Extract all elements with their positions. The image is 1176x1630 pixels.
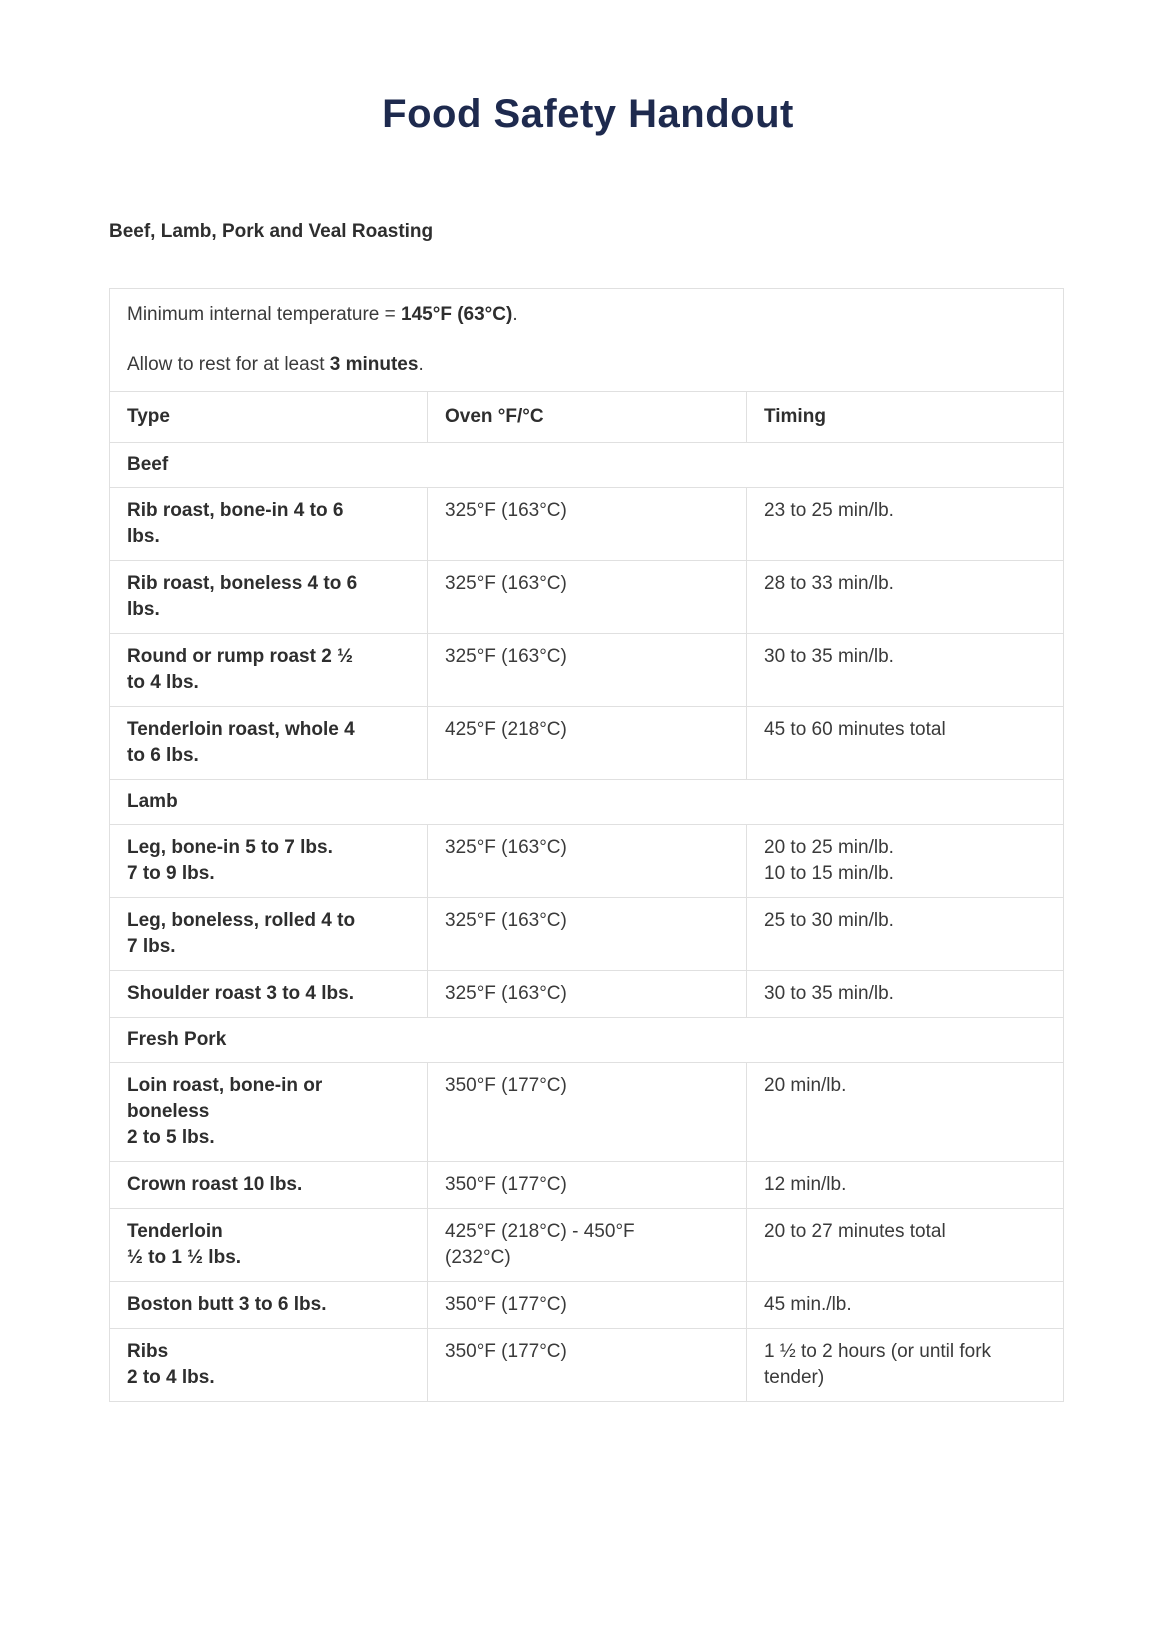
oven-cell: 425°F (218°C) - 450°F (232°C) [427, 1208, 747, 1282]
timing-cell: 25 to 30 min/lb. [745, 897, 1065, 971]
page-title: Food Safety Handout [382, 92, 794, 136]
timing-cell: 30 to 35 min/lb. [745, 970, 1065, 1018]
table-row: Leg, bone-in 5 to 7 lbs. 7 to 9 lbs. 325°… [109, 824, 1065, 898]
table-row: Leg, boneless, rolled 4 to 7 lbs. 325°F (… [109, 897, 1065, 971]
type-cell: Round or rump roast 2 ½ to 4 lbs. [109, 633, 428, 707]
type-cell: Crown roast 10 lbs. [109, 1161, 428, 1209]
intro-text-end: . [512, 304, 518, 325]
timing-cell: 20 to 27 minutes total [745, 1208, 1065, 1282]
oven-cell: 325°F (163°C) [427, 970, 747, 1018]
column-header-timing: Timing [745, 391, 1065, 443]
table-header-row: Type Oven °F/°C Timing [109, 391, 1065, 443]
roasting-table: Minimum internal temperature = 145°F (63… [108, 288, 1065, 1402]
table-row: Rib roast, bone-in 4 to 6 lbs. 325°F (163… [109, 487, 1065, 561]
intro-text: Allow to rest for at least [127, 354, 330, 375]
type-cell: Shoulder roast 3 to 4 lbs. [109, 970, 428, 1018]
oven-cell: 325°F (163°C) [427, 633, 747, 707]
timing-cell: 45 min./lb. [745, 1281, 1065, 1329]
table-row: Tenderloin ½ to 1 ½ lbs. 425°F (218°C) - … [109, 1208, 1065, 1282]
section-label: Beef [108, 442, 1065, 488]
table-row: Shoulder roast 3 to 4 lbs. 325°F (163°C) 3… [109, 970, 1065, 1018]
oven-cell: 425°F (218°C) [427, 706, 747, 780]
section-row: Lamb [108, 779, 1065, 825]
table-row: Round or rump roast 2 ½ to 4 lbs. 325°F (… [109, 633, 1065, 707]
intro-text-end: . [418, 354, 424, 375]
oven-cell: 350°F (177°C) [427, 1161, 747, 1209]
timing-cell: 1 ½ to 2 hours (or until fork tender) [745, 1328, 1065, 1402]
type-cell: Leg, boneless, rolled 4 to 7 lbs. [109, 897, 428, 971]
type-cell: Rib roast, boneless 4 to 6 lbs. [109, 560, 428, 634]
timing-cell: 23 to 25 min/lb. [745, 487, 1065, 561]
intro-line-rest: Allow to rest for at least 3 minutes. [127, 352, 1046, 378]
intro-text: Minimum internal temperature = [127, 304, 402, 325]
oven-cell: 350°F (177°C) [427, 1328, 747, 1402]
timing-cell: 28 to 33 min/lb. [745, 560, 1065, 634]
intro-row: Minimum internal temperature = 145°F (63… [108, 288, 1065, 392]
oven-cell: 350°F (177°C) [427, 1062, 747, 1162]
table-row: Loin roast, bone-in or boneless 2 to 5 l… [109, 1062, 1065, 1162]
type-cell: Leg, bone-in 5 to 7 lbs. 7 to 9 lbs. [109, 824, 428, 898]
type-cell: Tenderloin roast, whole 4 to 6 lbs. [109, 706, 428, 780]
content-area: Beef, Lamb, Pork and Veal Roasting Minim… [108, 220, 1065, 1402]
timing-cell: 20 min/lb. [745, 1062, 1065, 1162]
column-header-oven: Oven °F/°C [427, 391, 747, 443]
column-header-type: Type [109, 391, 428, 443]
section-label: Lamb [108, 779, 1065, 825]
section-row: Beef [108, 442, 1065, 488]
table-row: Boston butt 3 to 6 lbs. 350°F (177°C) 45 m… [109, 1281, 1065, 1329]
oven-cell: 350°F (177°C) [427, 1281, 747, 1329]
table-row: Rib roast, boneless 4 to 6 lbs. 325°F (16… [109, 560, 1065, 634]
type-cell: Boston butt 3 to 6 lbs. [109, 1281, 428, 1329]
section-heading: Beef, Lamb, Pork and Veal Roasting [109, 221, 434, 242]
section-row: Fresh Pork [108, 1017, 1065, 1063]
oven-cell: 325°F (163°C) [427, 824, 747, 898]
oven-cell: 325°F (163°C) [427, 487, 747, 561]
table-row: Crown roast 10 lbs. 350°F (177°C) 12 min/l… [109, 1161, 1065, 1209]
intro-line-min-temp: Minimum internal temperature = 145°F (63… [127, 302, 1046, 328]
oven-cell: 325°F (163°C) [427, 560, 747, 634]
table-row: Ribs 2 to 4 lbs. 350°F (177°C) 1 ½ to 2 ho… [109, 1328, 1065, 1402]
timing-cell: 12 min/lb. [745, 1161, 1065, 1209]
intro-cell: Minimum internal temperature = 145°F (63… [108, 288, 1065, 392]
timing-cell: 20 to 25 min/lb. 10 to 15 min/lb. [745, 824, 1065, 898]
type-cell: Rib roast, bone-in 4 to 6 lbs. [109, 487, 428, 561]
type-cell: Loin roast, bone-in or boneless 2 to 5 l… [109, 1062, 428, 1162]
type-cell: Tenderloin ½ to 1 ½ lbs. [109, 1208, 428, 1282]
type-cell: Ribs 2 to 4 lbs. [109, 1328, 428, 1402]
timing-cell: 30 to 35 min/lb. [745, 633, 1065, 707]
timing-cell: 45 to 60 minutes total [745, 706, 1065, 780]
table-row: Tenderloin roast, whole 4 to 6 lbs. 425°F… [109, 706, 1065, 780]
oven-cell: 325°F (163°C) [427, 897, 747, 971]
intro-bold-rest: 3 minutes [329, 354, 419, 375]
intro-bold-temp: 145°F (63°C) [401, 304, 513, 325]
section-label: Fresh Pork [108, 1017, 1065, 1063]
